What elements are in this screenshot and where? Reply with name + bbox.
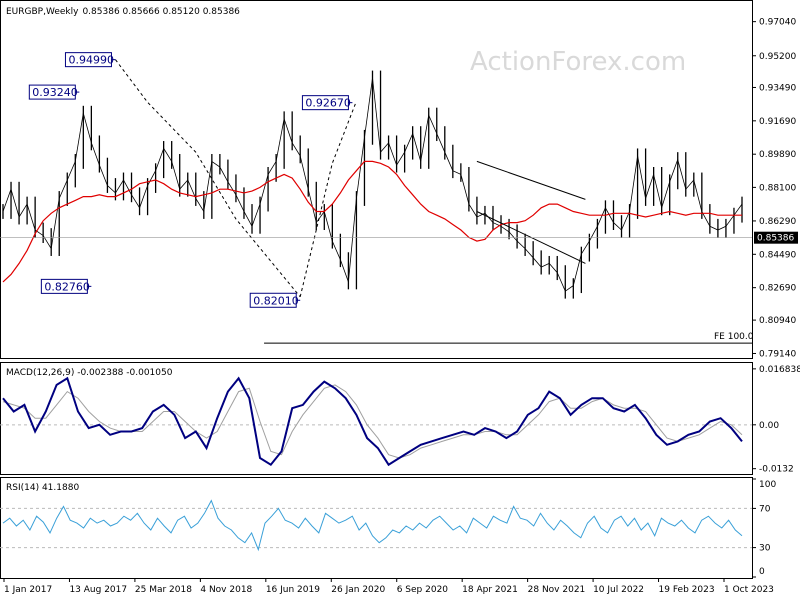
watermark: ActionForex.com	[470, 47, 686, 77]
annotation-box	[301, 95, 349, 111]
annotation-label: 0.82760	[44, 280, 90, 293]
rsi-tick-label: 30	[759, 544, 771, 554]
price-tick-label: 0.80940	[759, 316, 796, 326]
date-tick-label: 18 Apr 2021	[462, 585, 518, 595]
annotation-box	[28, 84, 76, 100]
rsi-panel-frame	[0, 477, 753, 579]
rsi-tick-label: 0	[759, 567, 765, 577]
current-price-tag	[754, 231, 798, 244]
price-tick-label: 0.91690	[759, 117, 796, 127]
macd-panel	[0, 376, 752, 467]
macd-axis: 0.016838 0.00 -0.0132	[752, 365, 800, 475]
date-tick-label: 6 Sep 2020	[397, 585, 449, 595]
channel-line	[476, 160, 586, 200]
annotation-label: 0.94990	[68, 54, 114, 67]
macd-title: MACD(12,26,9) -0.002388 -0.001050	[6, 368, 173, 378]
date-tick-label: 4 Nov 2018	[200, 585, 252, 595]
price-panel	[2, 59, 743, 299]
rsi-title: RSI(14) 41.1880	[6, 483, 79, 493]
price-annotations: 0.94990 0.93240 0.92670 0.82760 0.82010	[28, 52, 353, 308]
price-axis: 0.97040 0.95200 0.93490 0.91690 0.89890 0.881…	[752, 18, 796, 359]
price-symbol: EURGBP,Weekly	[6, 7, 79, 17]
macd-signal-line	[2, 384, 743, 459]
price-line	[2, 77, 743, 292]
price-tick-label: 0.88100	[759, 183, 796, 193]
rsi-axis: 100 70 30 0	[752, 478, 776, 578]
price-title: EURGBP,Weekly 0.85386 0.85666 0.85120 0.8…	[6, 7, 240, 17]
price-tick-label: 0.95200	[759, 52, 796, 62]
date-tick-label: 28 Nov 2021	[528, 585, 586, 595]
current-price-label: 0.85386	[757, 234, 794, 244]
macd-panel-frame	[0, 362, 753, 475]
date-tick-label: 13 Aug 2017	[69, 585, 127, 595]
date-tick-label: 25 Mar 2018	[135, 585, 192, 595]
macd-line	[2, 376, 743, 467]
fe-100-label: FE 100.0	[714, 332, 754, 342]
annotation-label: 0.82010	[253, 294, 299, 307]
fibo-dashed-line	[115, 59, 301, 298]
annotation-box	[64, 52, 112, 68]
rsi-panel	[0, 499, 752, 552]
macd-tick-label: 0.00	[759, 421, 779, 431]
annotation-box	[249, 292, 297, 308]
annotation-box	[40, 278, 88, 294]
macd-tick-label: -0.0132	[759, 465, 794, 475]
price-tick-label: 0.86290	[759, 217, 796, 227]
date-tick-label: 19 Feb 2023	[659, 585, 715, 595]
date-axis: 1 Jan 2017 13 Aug 2017 25 Mar 2018 4 Nov 20…	[3, 578, 774, 595]
price-tick-label: 0.97040	[759, 18, 796, 28]
date-tick-label: 10 Jul 2022	[593, 585, 644, 595]
price-tick-label: 0.82690	[759, 284, 796, 294]
price-tick-label: 0.89890	[759, 150, 796, 160]
price-panel-frame	[0, 0, 753, 359]
macd-tick-label: 0.016838	[759, 365, 800, 375]
moving-average-line	[2, 160, 742, 283]
date-tick-label: 1 Jan 2017	[4, 585, 52, 595]
annotation-label: 0.93240	[32, 86, 78, 99]
date-tick-label: 1 Oct 2023	[724, 585, 774, 595]
price-tick-label: 0.79140	[759, 349, 796, 359]
date-tick-label: 26 Jan 2020	[331, 585, 385, 595]
price-tick-label: 0.84490	[759, 250, 796, 260]
rsi-tick-label: 100	[759, 480, 776, 490]
rsi-line	[2, 499, 743, 552]
price-ohlc: 0.85386 0.85666 0.85120 0.85386	[82, 7, 240, 17]
annotation-label: 0.92670	[305, 97, 351, 110]
price-tick-label: 0.93490	[759, 83, 796, 93]
fibo-dashed-line	[299, 101, 357, 297]
rsi-tick-label: 70	[759, 504, 771, 514]
date-tick-label: 16 Jun 2019	[266, 585, 320, 595]
